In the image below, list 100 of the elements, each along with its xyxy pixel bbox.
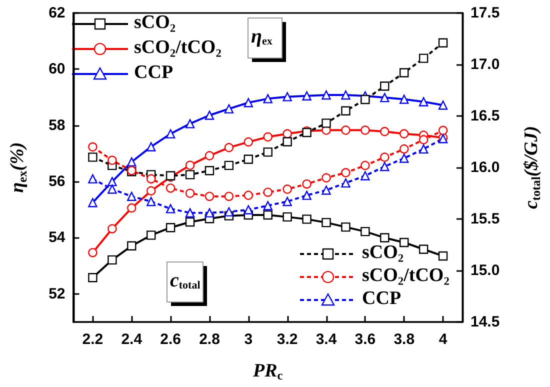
point [224,192,234,201]
point [400,68,409,78]
point [322,118,331,128]
point [341,178,350,188]
point [244,154,254,164]
point [418,54,428,63]
point [204,208,214,218]
point [360,171,370,180]
point [166,204,176,214]
x-tick-label: 3.6 [354,331,376,348]
y2-tick-label: 17.5 [470,4,500,22]
point [244,205,254,214]
point [108,224,117,234]
x-tick-label: 2.2 [82,331,104,348]
point [263,210,272,220]
point [185,170,195,180]
point [282,184,292,194]
point [185,217,195,227]
point [302,91,312,100]
y2-tick-label: 16.5 [470,108,500,124]
y-tick-label: 58 [48,116,66,134]
point [302,179,312,189]
point [263,201,272,210]
point [322,218,331,228]
point [360,126,370,135]
point [244,98,254,108]
point [244,137,254,147]
point [263,188,272,197]
point [108,255,117,265]
point [341,106,350,116]
x-tick-label: 4 [438,331,448,348]
legend-label: sCO₂/tCO₂ [134,37,222,58]
point [88,174,98,184]
point [322,90,331,100]
point [418,144,428,154]
point [146,142,156,152]
point [438,126,448,136]
point [166,129,176,138]
point [166,184,176,193]
point [322,173,331,182]
annotation: ctotal [170,270,200,292]
y-tick-label: 60 [48,60,66,78]
legend-label: sCO₂/tCO₂ [362,265,450,286]
point [380,162,390,172]
point [400,144,409,154]
point [88,152,98,162]
x-tick-label: 3.2 [276,331,298,348]
point [341,126,350,135]
point [224,160,234,170]
point [108,176,117,186]
point [282,137,292,146]
point [108,156,117,165]
point [204,192,214,201]
point [244,190,254,200]
point [204,166,214,176]
point [438,38,448,48]
point [418,244,428,254]
point [127,241,136,250]
point [185,160,195,170]
point [146,186,156,196]
y2-tick-label: 15.5 [470,210,500,228]
point [263,147,272,157]
x-tick-label: 2.6 [160,331,181,348]
point [438,100,448,110]
point [185,188,195,198]
y2-tick-label: 15.0 [470,262,500,279]
point [282,129,292,138]
point [185,208,195,218]
point [282,212,292,222]
point [146,196,156,206]
point [380,82,390,91]
point [360,160,370,170]
point [360,94,370,104]
x-tick-label: 3.8 [394,331,415,348]
point [302,214,312,224]
y-tick-label: 54 [48,229,66,246]
x-tick-label: 2.8 [199,331,220,348]
point [224,104,234,114]
point [88,198,98,208]
y2-tick-label: 17.0 [470,56,500,73]
point [224,142,234,152]
y-axis-title: ηex(%) [7,142,30,193]
point [380,126,390,136]
point [263,94,272,104]
point [263,132,272,142]
point [166,223,176,232]
point [360,226,370,236]
point [204,151,214,160]
point [380,92,390,102]
point [341,90,350,100]
point [418,135,428,144]
y-tick-label: 52 [48,285,66,302]
point [204,110,214,120]
point [185,119,195,128]
point [127,203,136,213]
legend-label: CCP [134,62,174,83]
point [438,251,448,261]
legend-label: sCO₂ [134,12,176,33]
point [380,152,390,162]
point [322,186,331,195]
